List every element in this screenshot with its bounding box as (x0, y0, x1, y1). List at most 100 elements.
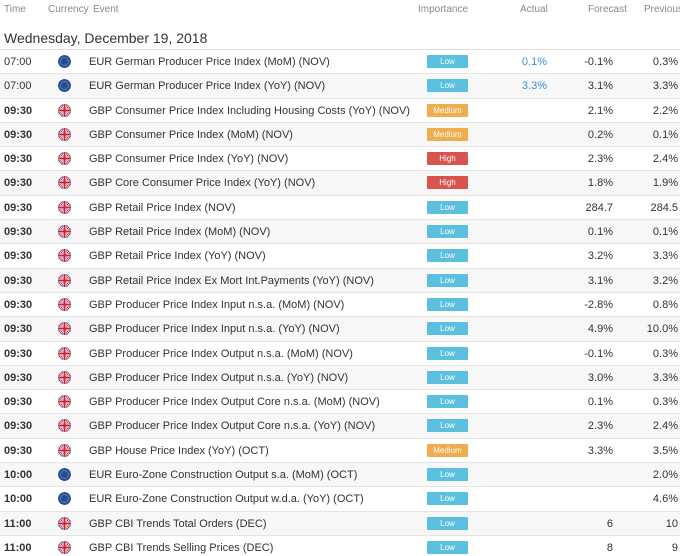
uk-flag-icon (58, 249, 71, 263)
importance-badge: Low (427, 540, 468, 554)
event-row[interactable]: 09:30 GBP Consumer Price Index (YoY) (NO… (0, 147, 680, 172)
forecast-value: 8 (606, 541, 613, 554)
importance-badge: High (427, 152, 468, 166)
event-row[interactable]: 09:30 GBP Producer Price Index Output Co… (0, 414, 680, 439)
event-title[interactable]: GBP Producer Price Index Output n.s.a. (… (89, 347, 353, 360)
event-title[interactable]: EUR German Producer Price Index (MoM) (N… (89, 56, 330, 68)
event-time: 09:30 (4, 347, 33, 360)
event-title[interactable]: EUR German Producer Price Index (YoY) (N… (89, 80, 326, 93)
previous-value: 0.8% (652, 298, 678, 311)
uk-flag-icon (58, 540, 71, 554)
event-time: 09:30 (4, 444, 33, 457)
header-event[interactable]: Event (93, 4, 119, 15)
event-time: 09:30 (4, 153, 33, 166)
event-time: 09:30 (4, 250, 33, 263)
previous-value: 0.3% (652, 56, 678, 68)
uk-flag-icon (58, 273, 71, 287)
header-previous[interactable]: Previous (644, 4, 680, 15)
event-title[interactable]: GBP Retail Price Index (MoM) (NOV) (89, 226, 271, 239)
eu-flag-icon (58, 492, 71, 506)
event-row[interactable]: 09:30 GBP Core Consumer Price Index (YoY… (0, 171, 680, 196)
event-row[interactable]: 09:30 GBP Producer Price Index Output Co… (0, 390, 680, 415)
uk-flag-icon (58, 152, 71, 166)
header-time[interactable]: Time (4, 4, 26, 15)
event-row[interactable]: 07:00 EUR German Producer Price Index (Y… (0, 74, 680, 99)
event-row[interactable]: 09:30 GBP Consumer Price Index Including… (0, 98, 680, 123)
event-title[interactable]: GBP House Price Index (YoY) (OCT) (89, 444, 269, 457)
forecast-value: 3.2% (587, 250, 613, 263)
event-title[interactable]: GBP Producer Price Index Output Core n.s… (89, 420, 376, 433)
event-title[interactable]: GBP Retail Price Index (NOV) (89, 201, 236, 214)
event-time: 09:30 (4, 323, 33, 336)
forecast-value: 2.3% (587, 153, 613, 166)
previous-value: 2.4% (652, 153, 678, 166)
event-row[interactable]: 07:00 EUR German Producer Price Index (M… (0, 50, 680, 75)
eu-flag-icon (58, 79, 71, 93)
event-row[interactable]: 11:00 GBP CBI Trends Total Orders (DEC) … (0, 511, 680, 536)
event-title[interactable]: GBP Consumer Price Index Including Housi… (89, 104, 410, 117)
previous-value: 10.0% (646, 323, 678, 336)
event-title[interactable]: EUR Euro-Zone Construction Output s.a. (… (89, 469, 358, 482)
forecast-value: 0.1% (587, 396, 613, 409)
event-title[interactable]: GBP Core Consumer Price Index (YoY) (NOV… (89, 177, 316, 190)
event-row[interactable]: 09:30 GBP Retail Price Index (YoY) (NOV)… (0, 244, 680, 269)
event-row[interactable]: 11:00 GBP CBI Trends Selling Prices (DEC… (0, 535, 680, 556)
previous-value: 4.6% (652, 493, 678, 506)
event-time: 09:30 (4, 128, 33, 141)
forecast-value: 0.1% (587, 226, 613, 239)
event-row[interactable]: 09:30 GBP Retail Price Index (MoM) (NOV)… (0, 220, 680, 245)
event-title[interactable]: GBP Retail Price Index Ex Mort Int.Payme… (89, 274, 374, 287)
event-row[interactable]: 09:30 GBP Producer Price Index Input n.s… (0, 292, 680, 318)
event-title[interactable]: GBP Producer Price Index Output Core n.s… (89, 396, 380, 409)
event-row[interactable]: 09:30 GBP Retail Price Index (NOV) Low 2… (0, 195, 680, 221)
event-row[interactable]: 09:30 GBP Producer Price Index Output n.… (0, 365, 680, 391)
importance-badge: Low (427, 225, 468, 239)
importance-badge: Low (427, 419, 468, 433)
event-time: 09:30 (4, 177, 33, 190)
importance-badge: High (427, 176, 468, 190)
uk-flag-icon (58, 370, 71, 384)
forecast-value: 4.9% (587, 323, 613, 336)
previous-value: 0.3% (652, 396, 678, 409)
event-title[interactable]: GBP CBI Trends Total Orders (DEC) (89, 517, 267, 530)
previous-value: 1.9% (652, 177, 678, 190)
previous-value: 2.0% (652, 469, 678, 482)
event-row[interactable]: 09:30 GBP Consumer Price Index (MoM) (NO… (0, 122, 680, 148)
event-row[interactable]: 09:30 GBP Producer Price Index Output n.… (0, 341, 680, 366)
uk-flag-icon (58, 443, 71, 457)
importance-badge: Low (427, 297, 468, 311)
header-forecast[interactable]: Forecast (588, 4, 627, 15)
previous-value: 0.3% (652, 347, 678, 360)
previous-value: 2.4% (652, 420, 678, 433)
importance-badge: Low (427, 516, 468, 530)
forecast-value: 2.1% (587, 104, 613, 117)
calendar-header: Time Currency Event Importance Actual Fo… (0, 0, 680, 22)
event-title[interactable]: GBP Producer Price Index Input n.s.a. (Y… (89, 323, 340, 336)
importance-badge: Low (427, 55, 468, 68)
event-row[interactable]: 10:00 EUR Euro-Zone Construction Output … (0, 463, 680, 488)
actual-value: 3.3% (521, 80, 547, 93)
eu-flag-icon (58, 55, 71, 68)
event-time: 09:30 (4, 274, 33, 287)
event-title[interactable]: EUR Euro-Zone Construction Output w.d.a.… (89, 493, 364, 506)
uk-flag-icon (58, 322, 71, 336)
header-importance[interactable]: Importance (418, 4, 469, 15)
uk-flag-icon (58, 346, 71, 360)
previous-value: 9 (671, 541, 678, 554)
event-title[interactable]: GBP Consumer Price Index (YoY) (NOV) (89, 153, 289, 166)
event-title[interactable]: GBP Retail Price Index (YoY) (NOV) (89, 250, 266, 263)
importance-badge: Low (427, 249, 468, 263)
event-row[interactable]: 09:30 GBP Retail Price Index Ex Mort Int… (0, 268, 680, 293)
previous-value: 0.1% (652, 226, 678, 239)
event-row[interactable]: 09:30 GBP Producer Price Index Input n.s… (0, 317, 680, 342)
uk-flag-icon (58, 225, 71, 239)
event-row[interactable]: 09:30 GBP House Price Index (YoY) (OCT) … (0, 438, 680, 464)
event-title[interactable]: GBP Producer Price Index Output n.s.a. (… (89, 371, 349, 384)
event-title[interactable]: GBP Consumer Price Index (MoM) (NOV) (89, 128, 293, 141)
event-title[interactable]: GBP CBI Trends Selling Prices (DEC) (89, 541, 274, 554)
event-title[interactable]: GBP Producer Price Index Input n.s.a. (M… (89, 298, 345, 311)
event-row[interactable]: 10:00 EUR Euro-Zone Construction Output … (0, 487, 680, 512)
importance-badge: Low (427, 370, 468, 384)
header-actual[interactable]: Actual (520, 4, 548, 15)
header-currency[interactable]: Currency (48, 4, 89, 15)
